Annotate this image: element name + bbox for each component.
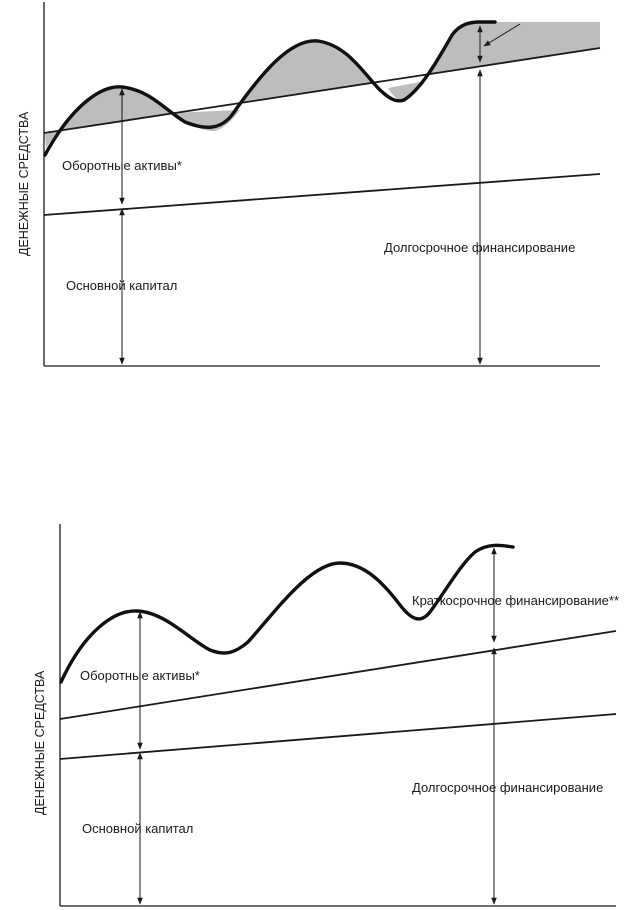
diagram-2-y-axis-label: ДЕНЕЖНЫЕ СРЕДСТВА	[33, 670, 47, 815]
diagram-1-surplus-areas	[45, 22, 600, 133]
diagram-2-short-term-label: Краткосрочное финансирование**	[412, 593, 619, 608]
diagram-2-fixed-capital-label: Основной капитал	[82, 821, 193, 836]
diagram-1-deficit-areas	[45, 82, 420, 148]
diagram-1-long-term-label: Долгосрочное финансирование	[384, 240, 575, 255]
diagram-1-fixed-line	[43, 173, 601, 216]
diagram-1-long-term-line	[43, 47, 601, 134]
diagram-1-total-assets-wave	[43, 20, 497, 157]
diagram-1: Оборотные активы* Основной капитал Долго…	[17, 2, 601, 367]
diagram-1-pointer-arrow	[483, 23, 521, 47]
diagram-1-current-assets-label: Оборотные активы*	[62, 158, 182, 173]
diagram-2-fixed-line	[59, 713, 617, 760]
diagram-2-total-assets-wave	[59, 543, 515, 684]
diagram-2-long-term-line	[59, 630, 617, 720]
diagram-2: Оборотные активы* Основной капитал Долго…	[33, 524, 619, 907]
diagram-2-current-assets-label: Оборотные активы*	[80, 668, 200, 683]
diagram-1-y-axis-label: ДЕНЕЖНЫЕ СРЕДСТВА	[17, 111, 31, 256]
diagram-2-long-term-label: Долгосрочное финансирование	[412, 780, 603, 795]
diagram-1-fixed-capital-label: Основной капитал	[66, 278, 177, 293]
